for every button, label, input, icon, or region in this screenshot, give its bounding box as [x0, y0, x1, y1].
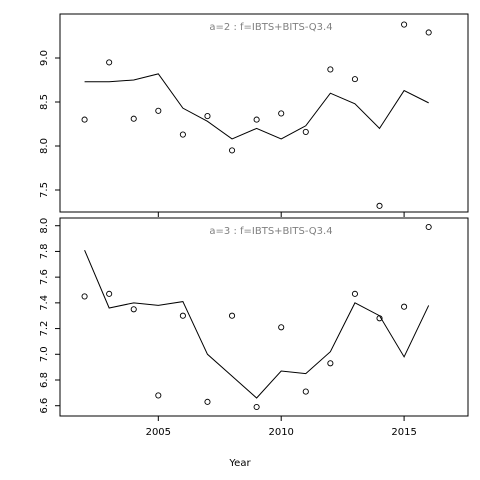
- observed-point: [179, 131, 186, 138]
- observed-point: [425, 29, 432, 36]
- x-tick-label: 2015: [391, 427, 416, 438]
- y-tick-label: 6.6: [39, 398, 50, 414]
- panel-a2-title: a=2 : f=IBTS+BITS-Q3.4: [209, 22, 332, 33]
- observed-point: [302, 388, 309, 395]
- observed-point: [228, 312, 236, 319]
- observed-point: [327, 66, 334, 73]
- observed-point: [179, 312, 186, 319]
- observed-point: [130, 115, 137, 122]
- y-tick-label: 9.0: [39, 50, 50, 66]
- y-tick-label: 8.5: [39, 94, 50, 110]
- observed-point: [253, 116, 260, 123]
- y-tick-label: 7.6: [39, 269, 50, 285]
- observed-point: [81, 116, 88, 123]
- panel-a2-marks: [81, 21, 432, 209]
- observed-point: [106, 59, 113, 66]
- fitted-line: [84, 249, 430, 399]
- observed-point: [376, 202, 383, 209]
- observed-point: [351, 76, 358, 83]
- observed-point: [81, 293, 88, 300]
- observed-point: [155, 107, 162, 114]
- panel-a3-axes: 2005 2010 2015 6.6 6.8 7.0 7.2 7.4 7.6 7.8 8.0: [39, 218, 417, 438]
- observed-point: [302, 128, 309, 135]
- observed-point: [228, 147, 236, 154]
- observed-point: [130, 306, 137, 313]
- x-tick-label: 2005: [146, 427, 171, 438]
- x-tick-label: 2010: [268, 427, 293, 438]
- y-tick-label: 7.8: [39, 243, 50, 259]
- panel-a3-marks: [81, 223, 432, 411]
- observed-point: [401, 21, 408, 28]
- observed-point: [351, 290, 358, 297]
- observed-point: [278, 324, 285, 331]
- observed-point: [204, 113, 211, 120]
- panel-a2-axes: 7.5 8.0 8.5 9.0: [39, 50, 405, 217]
- observed-point: [204, 398, 211, 405]
- y-tick-label: 7.2: [39, 321, 50, 337]
- observed-point: [155, 392, 162, 399]
- panel-a3-title: a=3 : f=IBTS+BITS-Q3.4: [209, 226, 332, 237]
- panel-a2-frame: [59, 13, 469, 213]
- panel-a2: a=2 : f=IBTS+BITS-Q3.4 7.5 8.0 8.5 9.0: [39, 13, 469, 217]
- fitted-line: [84, 73, 429, 140]
- y-tick-label: 7.5: [39, 182, 50, 198]
- observed-point: [401, 303, 408, 310]
- x-axis-label: Year: [228, 458, 251, 469]
- y-tick-label: 7.4: [39, 295, 50, 311]
- panel-a3-frame: [59, 217, 469, 417]
- observed-point: [253, 403, 260, 411]
- observed-point: [327, 360, 334, 367]
- observed-point: [278, 110, 285, 117]
- y-tick-label: 8.0: [39, 218, 50, 234]
- observed-point: [376, 315, 383, 322]
- observed-point: [425, 223, 432, 231]
- observed-point: [106, 290, 113, 297]
- y-tick-label: 6.8: [39, 372, 50, 388]
- y-tick-label: 8.0: [39, 138, 50, 154]
- y-tick-label: 7.0: [39, 346, 50, 362]
- panel-a3: a=3 : f=IBTS+BITS-Q3.4 2005 2010 2015 6.6 6.…: [39, 217, 469, 438]
